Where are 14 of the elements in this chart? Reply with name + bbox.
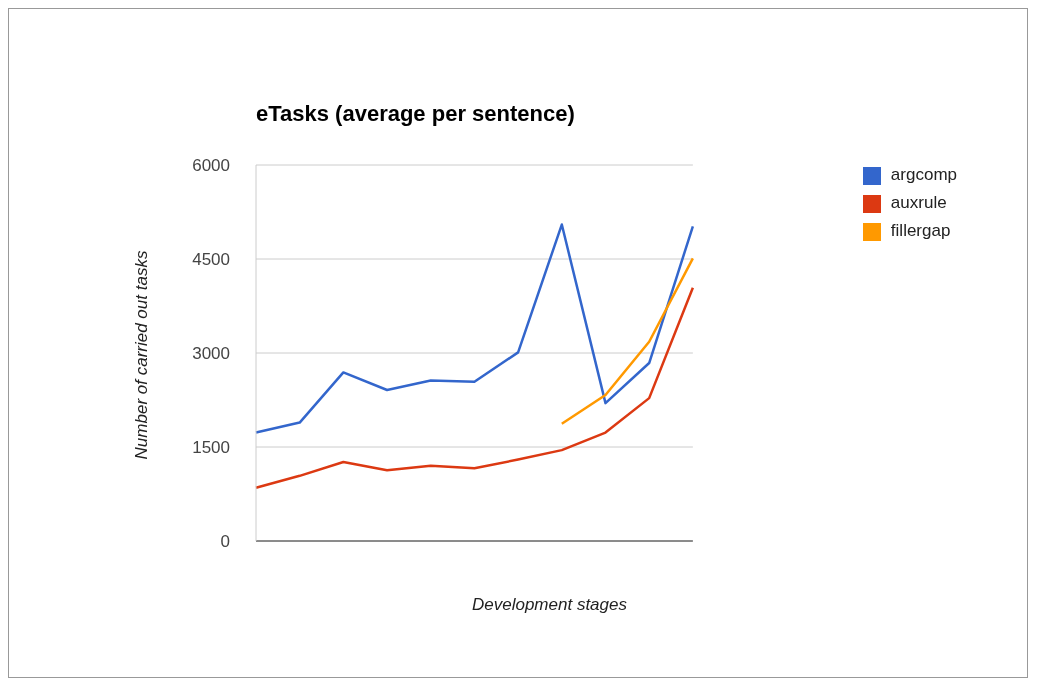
line-series — [254, 286, 695, 489]
line-series — [560, 257, 695, 426]
y-tick-label: 1500 — [192, 438, 230, 458]
y-tick-label: 6000 — [192, 156, 230, 176]
legend-label: argcomp — [890, 165, 957, 184]
y-tick-label: 4500 — [192, 250, 230, 270]
chart-title: eTasks (average per sentence) — [256, 101, 575, 127]
y-axis-title: Number of carried out tasks — [132, 250, 152, 460]
x-axis-title: Development stages — [471, 595, 628, 615]
y-tick-label: 0 — [220, 532, 230, 552]
line-series — [254, 223, 695, 434]
legend-label: fillergap — [890, 221, 951, 240]
legend-label: auxrule — [890, 193, 947, 212]
y-tick-label: 3000 — [192, 344, 230, 364]
